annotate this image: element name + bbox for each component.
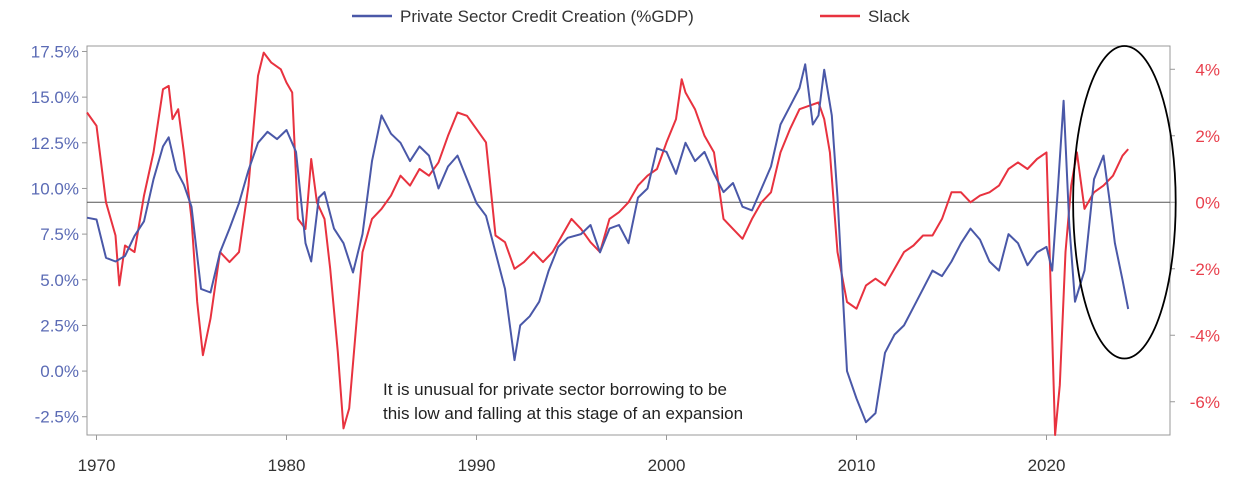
right-axis: -6% -4% -2% 0% 2% 4%	[1170, 60, 1220, 412]
annotation-line-2: this low and falling at this stage of an…	[383, 404, 743, 423]
legend: Private Sector Credit Creation (%GDP) Sl…	[352, 7, 910, 26]
x-tick-label: 2020	[1028, 456, 1066, 475]
series-line-slack	[86, 51, 1129, 436]
left-tick-label: 0.0%	[40, 362, 79, 381]
right-tick-label: -2%	[1190, 260, 1220, 279]
x-tick-label: 2000	[648, 456, 686, 475]
annotation-line-1: It is unusual for private sector borrowi…	[383, 380, 727, 399]
annotation: It is unusual for private sector borrowi…	[383, 380, 743, 423]
left-tick-label: 12.5%	[31, 134, 79, 153]
x-tick-label: 1990	[458, 456, 496, 475]
left-tick-label: 17.5%	[31, 42, 79, 61]
plot-area	[86, 45, 1171, 436]
x-tick-label: 2010	[838, 456, 876, 475]
legend-label-slack: Slack	[868, 7, 910, 26]
right-tick-label: -4%	[1190, 326, 1220, 345]
left-tick-label: -2.5%	[35, 408, 79, 427]
left-tick-label: 15.0%	[31, 88, 79, 107]
right-tick-label: 0%	[1195, 193, 1220, 212]
x-axis: 1970 1980 1990 2000 2010 2020	[78, 435, 1066, 475]
left-axis: -2.5% 0.0% 2.5% 5.0% 7.5% 10.0% 12.5% 15.0% 17.5…	[31, 42, 87, 427]
highlight-ellipse	[1072, 45, 1177, 360]
right-tick-label: 2%	[1195, 127, 1220, 146]
series-line-credit	[86, 63, 1130, 424]
legend-label-credit: Private Sector Credit Creation (%GDP)	[400, 7, 694, 26]
x-tick-label: 1980	[268, 456, 306, 475]
left-tick-label: 10.0%	[31, 179, 79, 198]
right-tick-label: -6%	[1190, 393, 1220, 412]
left-tick-label: 5.0%	[40, 271, 79, 290]
left-tick-label: 7.5%	[40, 225, 79, 244]
left-tick-label: 2.5%	[40, 316, 79, 335]
series-layer	[86, 51, 1130, 436]
right-tick-label: 4%	[1195, 60, 1220, 79]
x-tick-label: 1970	[78, 456, 116, 475]
